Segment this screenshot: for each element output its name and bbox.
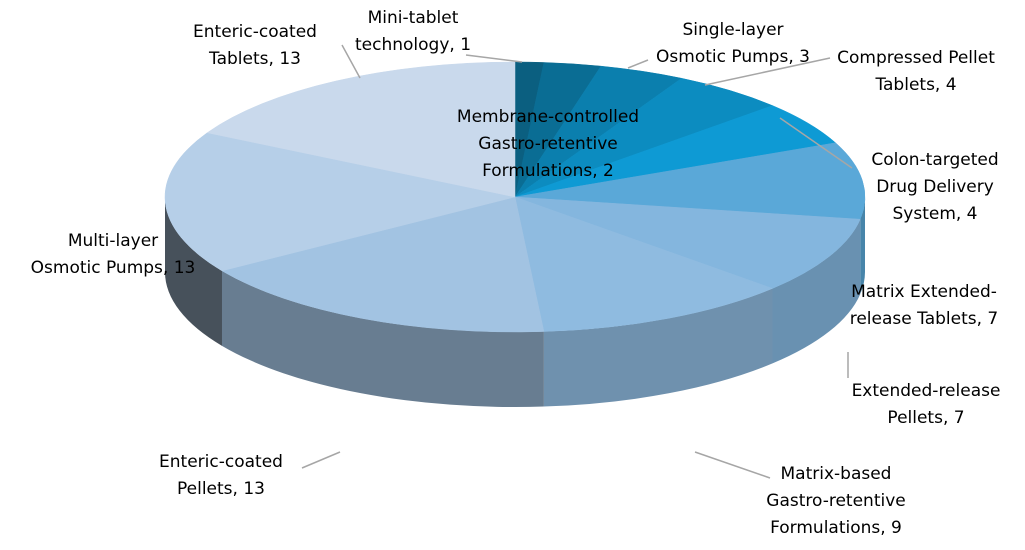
leader-line — [779, 117, 853, 169]
data-label-line: Extended-release — [852, 381, 1001, 401]
data-label-line: Pellets, 13 — [177, 479, 265, 499]
data-label-line: Matrix Extended- — [851, 282, 997, 302]
data-label: Multi-layer Osmotic Pumps, 13 — [31, 231, 196, 278]
pie-side — [221, 270, 544, 407]
data-label-line: release Tablets, 7 — [850, 309, 999, 329]
data-label: Colon-targeted Drug Delivery System, 4 — [871, 150, 998, 224]
pie-slice — [514, 196, 861, 289]
data-label: Single-layer Osmotic Pumps, 3 — [656, 20, 810, 67]
data-label: Matrix-based Gastro-retentive Formulations… — [766, 464, 905, 538]
data-label: Mini-tablet technology, 1 — [355, 8, 471, 55]
pie-side — [165, 197, 222, 346]
data-label-line: technology, 1 — [355, 35, 471, 55]
data-label-line: Tablets, 13 — [208, 49, 301, 69]
pie-slice — [514, 142, 866, 220]
pie-slice — [221, 196, 545, 333]
data-label-line: Enteric-coated — [159, 452, 283, 472]
pie-side — [772, 219, 861, 364]
data-label-line: Mini-tablet — [368, 8, 459, 28]
data-label: Enteric-coated Tablets, 13 — [193, 22, 317, 69]
data-label-line: Drug Delivery — [876, 177, 994, 197]
leader-line — [694, 451, 771, 479]
data-label: Matrix Extended-release Tablets, 7 — [850, 282, 999, 329]
pie-slice — [164, 132, 516, 272]
leader-line — [465, 54, 523, 63]
data-label: Membrane-controlled Gastro-retentive Formu… — [457, 107, 639, 181]
data-label-line: Single-layer — [682, 20, 783, 40]
pie-slice — [206, 61, 516, 198]
data-label-line: Colon-targeted — [871, 150, 998, 170]
data-label-line: Tablets, 4 — [874, 75, 956, 95]
pie-side — [543, 288, 773, 407]
leader-line — [627, 59, 649, 69]
data-label-line: Osmotic Pumps, 13 — [31, 258, 196, 278]
data-label-line: Gastro-retentive — [478, 134, 617, 154]
data-label-line: Compressed Pellet — [837, 48, 995, 68]
data-label-line: System, 4 — [892, 204, 977, 224]
pie-slice — [514, 196, 774, 332]
pie-side — [860, 197, 865, 295]
leader-line — [704, 57, 831, 86]
data-label-line: Matrix-based — [781, 464, 892, 484]
data-label-line: Gastro-retentive — [766, 491, 905, 511]
data-label-line: Multi-layer — [68, 231, 158, 251]
data-label-line: Membrane-controlled — [457, 107, 639, 127]
data-label: Extended-release Pellets, 7 — [852, 381, 1001, 428]
leader-line — [301, 451, 341, 469]
data-label-line: Formulations, 9 — [770, 518, 902, 538]
data-label-line: Pellets, 7 — [887, 408, 964, 428]
data-label: Compressed Pellet Tablets, 4 — [837, 48, 995, 95]
data-label-line: Osmotic Pumps, 3 — [656, 47, 810, 67]
data-label-line: Enteric-coated — [193, 22, 317, 42]
leader-line — [341, 44, 361, 79]
data-label-line: Formulations, 2 — [482, 161, 614, 181]
data-label: Enteric-coated Pellets, 13 — [159, 452, 283, 499]
